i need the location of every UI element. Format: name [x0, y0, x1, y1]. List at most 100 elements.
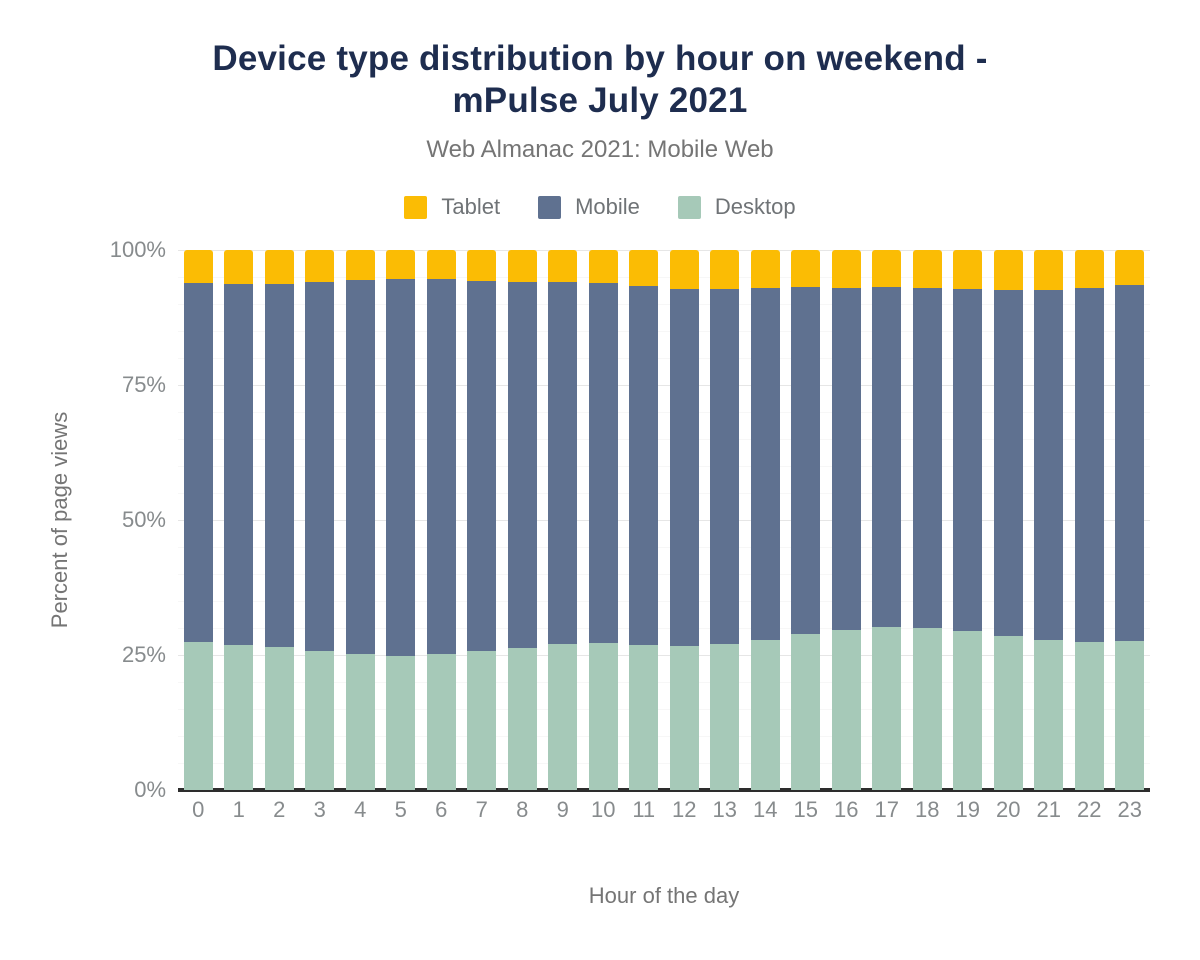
bar-segment-tablet-hour-3[interactable]: [305, 250, 335, 282]
bar-group-hour-22[interactable]: [1074, 250, 1104, 790]
bar-group-hour-5[interactable]: [386, 250, 416, 790]
bar-segment-mobile-hour-14[interactable]: [750, 287, 780, 640]
bar-segment-tablet-hour-4[interactable]: [345, 250, 375, 281]
bar-group-hour-13[interactable]: [710, 250, 740, 790]
bar-segment-mobile-hour-3[interactable]: [305, 281, 335, 652]
bar-segment-desktop-hour-8[interactable]: [507, 647, 537, 790]
bar-group-hour-10[interactable]: [588, 250, 618, 790]
bar-group-hour-16[interactable]: [831, 250, 861, 790]
bar-segment-mobile-hour-18[interactable]: [912, 288, 942, 628]
bar-segment-desktop-hour-16[interactable]: [831, 629, 861, 790]
bar-segment-mobile-hour-22[interactable]: [1074, 288, 1104, 642]
bar-segment-desktop-hour-17[interactable]: [872, 627, 902, 790]
bar-segment-tablet-hour-9[interactable]: [548, 250, 578, 282]
bar-slot-hour-21: [1029, 250, 1070, 790]
bar-segment-tablet-hour-20[interactable]: [993, 250, 1023, 290]
bar-segment-tablet-hour-17[interactable]: [872, 250, 902, 288]
bar-group-hour-2[interactable]: [264, 250, 294, 790]
bar-segment-desktop-hour-2[interactable]: [264, 647, 294, 790]
bar-segment-tablet-hour-8[interactable]: [507, 250, 537, 282]
bar-segment-mobile-hour-23[interactable]: [1115, 284, 1145, 641]
bar-group-hour-11[interactable]: [629, 250, 659, 790]
bar-group-hour-21[interactable]: [1034, 250, 1064, 790]
bar-segment-mobile-hour-4[interactable]: [345, 280, 375, 654]
bar-segment-desktop-hour-15[interactable]: [791, 633, 821, 790]
bar-segment-mobile-hour-21[interactable]: [1034, 289, 1064, 641]
bar-segment-mobile-hour-5[interactable]: [386, 278, 416, 656]
bar-segment-desktop-hour-1[interactable]: [224, 644, 254, 790]
bar-segment-tablet-hour-23[interactable]: [1115, 250, 1145, 285]
bar-segment-desktop-hour-7[interactable]: [467, 651, 497, 790]
bar-segment-mobile-hour-15[interactable]: [791, 287, 821, 634]
gridline-minor: [178, 277, 1150, 278]
bar-segment-mobile-hour-7[interactable]: [467, 281, 497, 652]
bar-segment-mobile-hour-8[interactable]: [507, 281, 537, 648]
bar-segment-desktop-hour-23[interactable]: [1115, 640, 1145, 790]
bar-group-hour-3[interactable]: [305, 250, 335, 790]
bar-segment-desktop-hour-14[interactable]: [750, 639, 780, 790]
bar-segment-desktop-hour-18[interactable]: [912, 628, 942, 790]
bar-segment-desktop-hour-6[interactable]: [426, 653, 456, 790]
bar-segment-desktop-hour-21[interactable]: [1034, 640, 1064, 790]
bar-segment-desktop-hour-19[interactable]: [953, 631, 983, 790]
bar-segment-desktop-hour-3[interactable]: [305, 651, 335, 790]
bar-segment-mobile-hour-17[interactable]: [872, 287, 902, 628]
bar-segment-desktop-hour-5[interactable]: [386, 655, 416, 790]
bar-segment-tablet-hour-0[interactable]: [183, 250, 213, 283]
bar-segment-tablet-hour-14[interactable]: [750, 250, 780, 288]
bar-segment-desktop-hour-4[interactable]: [345, 653, 375, 790]
bar-segment-tablet-hour-11[interactable]: [629, 250, 659, 287]
bar-segment-tablet-hour-19[interactable]: [953, 250, 983, 290]
bar-segment-mobile-hour-19[interactable]: [953, 289, 983, 632]
bar-segment-mobile-hour-9[interactable]: [548, 281, 578, 645]
bar-segment-desktop-hour-20[interactable]: [993, 635, 1023, 790]
bar-segment-desktop-hour-0[interactable]: [183, 641, 213, 790]
bar-group-hour-8[interactable]: [507, 250, 537, 790]
bar-segment-desktop-hour-10[interactable]: [588, 642, 618, 790]
bar-group-hour-7[interactable]: [467, 250, 497, 790]
bar-segment-tablet-hour-22[interactable]: [1074, 250, 1104, 289]
bar-segment-desktop-hour-11[interactable]: [629, 645, 659, 790]
bar-group-hour-18[interactable]: [912, 250, 942, 790]
bar-group-hour-1[interactable]: [224, 250, 254, 790]
bar-segment-tablet-hour-13[interactable]: [710, 250, 740, 289]
bar-segment-tablet-hour-7[interactable]: [467, 250, 497, 282]
bar-segment-tablet-hour-1[interactable]: [224, 250, 254, 285]
bar-segment-mobile-hour-13[interactable]: [710, 288, 740, 644]
bar-group-hour-23[interactable]: [1115, 250, 1145, 790]
bar-group-hour-15[interactable]: [791, 250, 821, 790]
bar-segment-tablet-hour-10[interactable]: [588, 250, 618, 283]
bar-segment-mobile-hour-1[interactable]: [224, 284, 254, 645]
bar-group-hour-14[interactable]: [750, 250, 780, 790]
bar-group-hour-0[interactable]: [183, 250, 213, 790]
bar-group-hour-4[interactable]: [345, 250, 375, 790]
bar-segment-desktop-hour-13[interactable]: [710, 643, 740, 790]
bar-segment-mobile-hour-11[interactable]: [629, 286, 659, 646]
gridline-minor: [178, 547, 1150, 548]
bar-segment-mobile-hour-10[interactable]: [588, 282, 618, 643]
bar-segment-mobile-hour-16[interactable]: [831, 287, 861, 630]
bar-segment-tablet-hour-21[interactable]: [1034, 250, 1064, 290]
bar-segment-desktop-hour-22[interactable]: [1074, 641, 1104, 790]
bar-group-hour-20[interactable]: [993, 250, 1023, 790]
bar-segment-tablet-hour-15[interactable]: [791, 250, 821, 288]
bar-group-hour-17[interactable]: [872, 250, 902, 790]
bar-segment-tablet-hour-16[interactable]: [831, 250, 861, 288]
bar-group-hour-12[interactable]: [669, 250, 699, 790]
bar-segment-desktop-hour-9[interactable]: [548, 644, 578, 790]
bar-segment-tablet-hour-2[interactable]: [264, 250, 294, 284]
bar-segment-tablet-hour-5[interactable]: [386, 250, 416, 279]
bar-segment-mobile-hour-12[interactable]: [669, 288, 699, 647]
bar-segment-tablet-hour-12[interactable]: [669, 250, 699, 289]
bar-segment-mobile-hour-2[interactable]: [264, 283, 294, 648]
bar-group-hour-6[interactable]: [426, 250, 456, 790]
bar-segment-tablet-hour-6[interactable]: [426, 250, 456, 280]
bar-segment-desktop-hour-12[interactable]: [669, 646, 699, 790]
bar-group-hour-19[interactable]: [953, 250, 983, 790]
bar-segment-mobile-hour-6[interactable]: [426, 279, 456, 654]
bar-segment-mobile-hour-20[interactable]: [993, 289, 1023, 636]
bar-slot-hour-0: [178, 250, 219, 790]
bar-segment-mobile-hour-0[interactable]: [183, 282, 213, 642]
bar-segment-tablet-hour-18[interactable]: [912, 250, 942, 289]
bar-group-hour-9[interactable]: [548, 250, 578, 790]
